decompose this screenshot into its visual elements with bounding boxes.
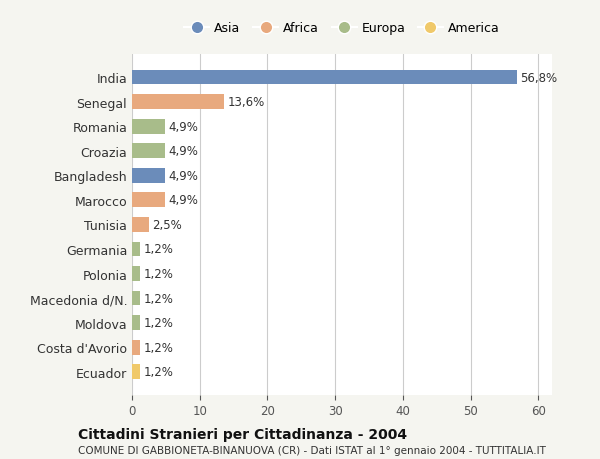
- Bar: [132, 316, 140, 330]
- Text: 4,9%: 4,9%: [169, 194, 199, 207]
- Text: 56,8%: 56,8%: [520, 72, 557, 84]
- Bar: [132, 144, 165, 159]
- Text: 4,9%: 4,9%: [169, 120, 199, 134]
- Bar: [132, 242, 140, 257]
- Bar: [132, 95, 224, 110]
- Text: 4,9%: 4,9%: [169, 169, 199, 182]
- Text: 1,2%: 1,2%: [143, 341, 173, 354]
- Text: 1,2%: 1,2%: [143, 243, 173, 256]
- Legend: Asia, Africa, Europa, America: Asia, Africa, Europa, America: [179, 17, 505, 40]
- Bar: [132, 364, 140, 379]
- Bar: [132, 291, 140, 306]
- Bar: [132, 168, 165, 183]
- Bar: [132, 267, 140, 281]
- Text: Cittadini Stranieri per Cittadinanza - 2004: Cittadini Stranieri per Cittadinanza - 2…: [78, 427, 407, 442]
- Text: 1,2%: 1,2%: [143, 292, 173, 305]
- Text: 1,2%: 1,2%: [143, 268, 173, 280]
- Bar: [132, 340, 140, 355]
- Text: COMUNE DI GABBIONETA-BINANUOVA (CR) - Dati ISTAT al 1° gennaio 2004 - TUTTITALIA: COMUNE DI GABBIONETA-BINANUOVA (CR) - Da…: [78, 446, 546, 455]
- Text: 2,5%: 2,5%: [152, 218, 182, 231]
- Text: 1,2%: 1,2%: [143, 365, 173, 378]
- Bar: [132, 71, 517, 85]
- Text: 4,9%: 4,9%: [169, 145, 199, 158]
- Text: 1,2%: 1,2%: [143, 316, 173, 330]
- Bar: [132, 218, 149, 232]
- Bar: [132, 119, 165, 134]
- Bar: [132, 193, 165, 208]
- Text: 13,6%: 13,6%: [227, 96, 265, 109]
